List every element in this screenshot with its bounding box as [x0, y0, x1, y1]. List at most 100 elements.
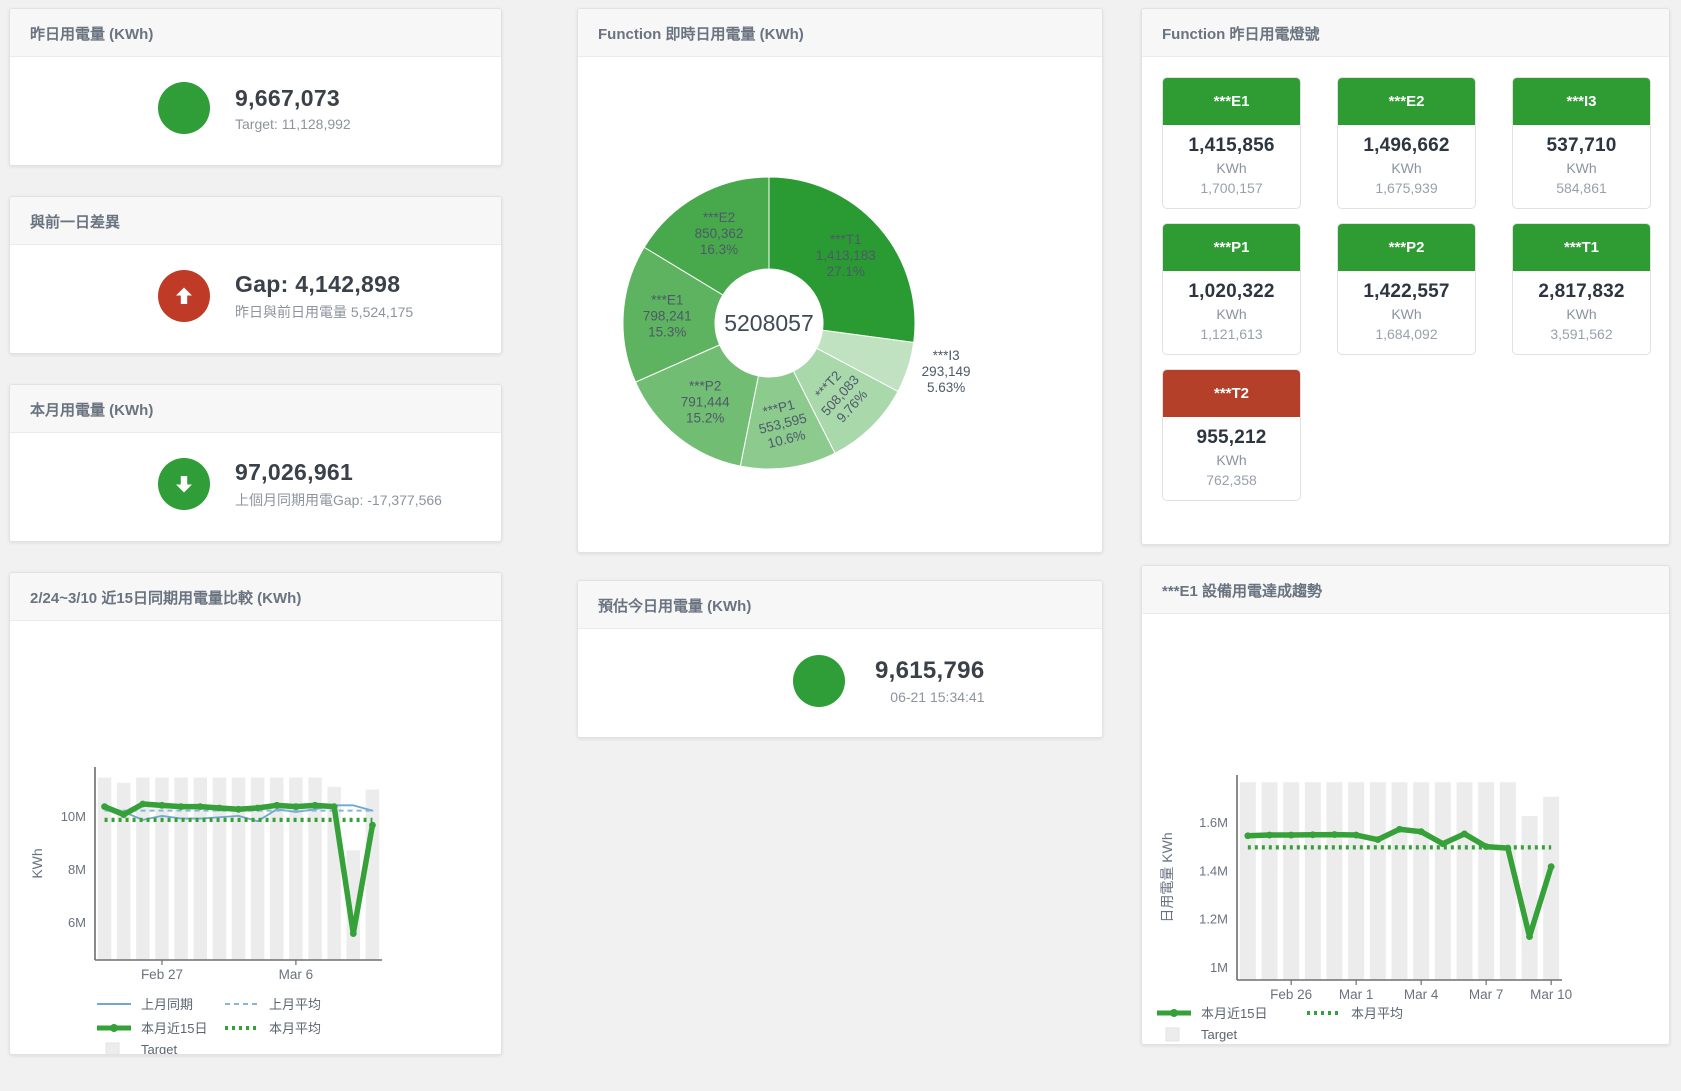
- kpi-value: 9,615,796: [875, 657, 985, 684]
- svg-text:Mar 4: Mar 4: [1404, 987, 1439, 1002]
- legend-item: Target: [1156, 1027, 1306, 1042]
- kpi-subtext: 上個月同期用電Gap: -17,377,566: [235, 491, 442, 508]
- device-tile-unit: KWh: [1566, 306, 1597, 322]
- device-tile-unit: KWh: [1216, 452, 1247, 468]
- device-tile-unit: KWh: [1566, 160, 1597, 176]
- device-tile-value: 1,496,662: [1363, 135, 1450, 156]
- device-tile-name: ***T1: [1513, 224, 1650, 271]
- compare-chart[interactable]: 6M 8M 10M Feb 27 Mar 6 KWh: [10, 621, 501, 994]
- svg-text:***T2508,0839.76%: ***T2508,0839.76%: [806, 362, 874, 430]
- donut-slice-label: ***E2 850,362 16.3%: [695, 210, 744, 257]
- device-tile-target: 1,700,157: [1200, 180, 1263, 196]
- device-tile-value: 1,020,322: [1188, 281, 1275, 302]
- month-usage-card: 本月用電量 (KWh) 97,026,961 上個月同期用電Gap: -17,3…: [9, 384, 502, 542]
- middle-column: Function 即時日用電量 (KWh) ***T1 1,413,183 27.1…: [577, 0, 1103, 738]
- device-tile-unit: KWh: [1391, 160, 1422, 176]
- device-tile-value: 537,710: [1546, 135, 1617, 156]
- device-tile-name: ***T2: [1163, 370, 1300, 417]
- svg-text:Mar 10: Mar 10: [1530, 987, 1572, 1002]
- lights-card: Function 昨日用電燈號 ***E1 1,415,856 KWh 1,700,1…: [1141, 8, 1670, 545]
- kpi-timestamp: 06-21 15:34:41: [890, 689, 985, 705]
- svg-text:KWh: KWh: [29, 848, 45, 878]
- day-gap-card: 與前一日差異 Gap: 4,142,898 昨日與前日用電量 5,524,175: [9, 196, 502, 354]
- realtime-donut-card: Function 即時日用電量 (KWh) ***T1 1,413,183 27.1…: [577, 8, 1103, 553]
- donut-slice-label: ***I3 293,149 5.63%: [922, 348, 971, 395]
- card-title: Function 即時日用電量 (KWh): [578, 9, 1102, 57]
- status-dot-green: [793, 655, 845, 707]
- legend-item: 本月平均: [225, 1021, 322, 1036]
- device-tile-target: 762,358: [1206, 472, 1257, 488]
- legend-item: 本月平均: [1307, 1006, 1404, 1021]
- right-column: Function 昨日用電燈號 ***E1 1,415,856 KWh 1,700,1…: [1141, 0, 1670, 1045]
- device-tile-target: 1,684,092: [1375, 326, 1438, 342]
- svg-text:8M: 8M: [68, 862, 86, 877]
- compare-chart-card: 2/24~3/10 近15日同期用電量比較 (KWh) 6M 8M 10M Feb 2…: [9, 572, 502, 1055]
- donut-slice-label: ***P2 791,444 15.2%: [681, 379, 730, 426]
- device-tile[interactable]: ***E2 1,496,662 KWh 1,675,939: [1337, 77, 1476, 209]
- device-tile-target: 3,591,562: [1550, 326, 1613, 342]
- donut-slice-label: ***E1 798,241 15.3%: [643, 292, 692, 339]
- device-tile-unit: KWh: [1216, 160, 1247, 176]
- card-title: 與前一日差異: [10, 197, 501, 245]
- svg-text:1M: 1M: [1210, 960, 1228, 975]
- arrow-down-icon: [158, 458, 210, 510]
- svg-text:Mar 1: Mar 1: [1339, 987, 1374, 1002]
- device-tile[interactable]: ***T2 955,212 KWh 762,358: [1162, 369, 1301, 501]
- e1-trend-legend: 本月近15日 本月平均 Target: [1156, 1003, 1669, 1042]
- card-title: Function 昨日用電燈號: [1142, 9, 1669, 57]
- card-title: 昨日用電量 (KWh): [10, 9, 501, 57]
- legend-item: Target: [96, 1042, 224, 1054]
- svg-text:Feb 27: Feb 27: [141, 967, 183, 982]
- device-tile-target: 584,861: [1556, 180, 1607, 196]
- legend-item: 本月近15日: [96, 1018, 224, 1037]
- device-tile-name: ***I3: [1513, 78, 1650, 125]
- realtime-donut-chart[interactable]: ***T1 1,413,183 27.1% ***I3 293,149 5.63% ***T…: [578, 57, 1102, 552]
- device-tile[interactable]: ***E1 1,415,856 KWh 1,700,157: [1162, 77, 1301, 209]
- e1-trend-card: ***E1 設備用電達成趨勢 1M 1.2M 1.4M 1.6M Feb 26 Mar 1…: [1141, 565, 1670, 1045]
- device-tile-unit: KWh: [1216, 306, 1247, 322]
- device-tile[interactable]: ***I3 537,710 KWh 584,861: [1512, 77, 1651, 209]
- card-title: ***E1 設備用電達成趨勢: [1142, 566, 1669, 614]
- device-tile[interactable]: ***P1 1,020,322 KWh 1,121,613: [1162, 223, 1301, 355]
- svg-text:Mar 7: Mar 7: [1469, 987, 1504, 1002]
- card-title: 預估今日用電量 (KWh): [578, 581, 1102, 629]
- device-tile[interactable]: ***P2 1,422,557 KWh 1,684,092: [1337, 223, 1476, 355]
- svg-text:Feb 26: Feb 26: [1270, 987, 1312, 1002]
- device-tile-value: 1,422,557: [1363, 281, 1450, 302]
- svg-text:1.4M: 1.4M: [1199, 863, 1228, 878]
- device-tile-target: 1,121,613: [1200, 326, 1263, 342]
- status-dot-green: [158, 82, 210, 134]
- device-tile-value: 1,415,856: [1188, 135, 1275, 156]
- device-tile-value: 2,817,832: [1538, 281, 1625, 302]
- device-tile-name: ***P1: [1163, 224, 1300, 271]
- device-tile-value: 955,212: [1196, 427, 1267, 448]
- donut-slice-label: ***T2508,0839.76%: [806, 362, 874, 430]
- legend-item: 本月近15日: [1156, 1003, 1306, 1022]
- svg-text:1.2M: 1.2M: [1199, 912, 1228, 927]
- device-tile-target: 1,675,939: [1375, 180, 1438, 196]
- svg-text:6M: 6M: [68, 915, 86, 930]
- svg-text:日用電量 KWh: 日用電量 KWh: [1159, 832, 1175, 922]
- device-tile-unit: KWh: [1391, 306, 1422, 322]
- device-tile-name: ***E1: [1163, 78, 1300, 125]
- kpi-subtext: Target: 11,128,992: [235, 115, 351, 132]
- yesterday-usage-card: 昨日用電量 (KWh) 9,667,073 Target: 11,128,992: [9, 8, 502, 166]
- device-tile-grid: ***E1 1,415,856 KWh 1,700,157 ***E2 1,496,662…: [1142, 57, 1669, 501]
- legend-item: 上月平均: [225, 997, 322, 1012]
- kpi-value: 9,667,073: [235, 84, 341, 111]
- e1-trend-chart[interactable]: 1M 1.2M 1.4M 1.6M Feb 26 Mar 1 Mar 4 Mar 7 Mar 1…: [1142, 614, 1669, 1009]
- donut-slice-label: ***T1 1,413,183 27.1%: [816, 232, 876, 279]
- device-tile-name: ***E2: [1338, 78, 1475, 125]
- svg-text:Mar 6: Mar 6: [279, 967, 314, 982]
- device-tile[interactable]: ***T1 2,817,832 KWh 3,591,562: [1512, 223, 1651, 355]
- left-column: 昨日用電量 (KWh) 9,667,073 Target: 11,128,992…: [9, 0, 502, 1055]
- compare-chart-legend: 上月同期 上月平均 本月近15日 本月平均 Target: [96, 994, 501, 1054]
- kpi-value: 97,026,961: [235, 458, 354, 485]
- card-title: 2/24~3/10 近15日同期用電量比較 (KWh): [10, 573, 501, 621]
- svg-text:1.6M: 1.6M: [1199, 815, 1228, 830]
